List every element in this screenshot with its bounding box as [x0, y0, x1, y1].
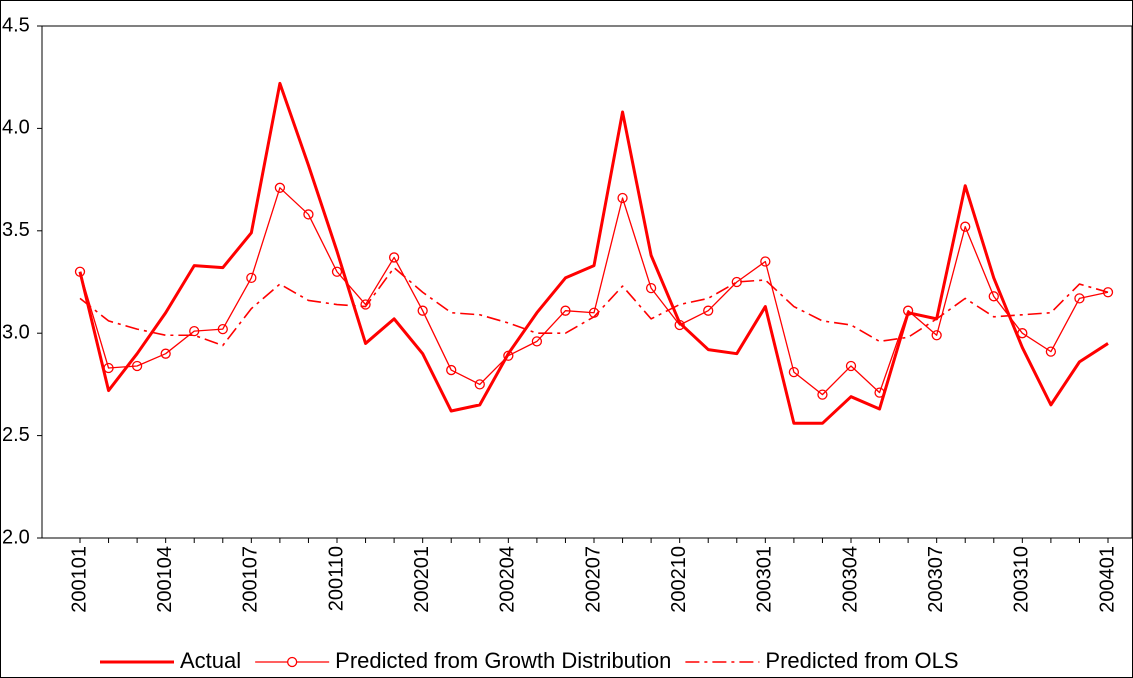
series-marker	[274, 182, 286, 193]
series-marker	[703, 305, 714, 316]
legend-label: Predicted from OLS	[765, 648, 958, 673]
legend-item: Predicted from Growth Distribution	[255, 648, 671, 673]
x-tick-label: 200307	[925, 546, 947, 613]
series-marker	[217, 323, 228, 335]
x-tick-label: 200104	[154, 546, 176, 613]
series-marker	[360, 299, 371, 310]
legend-marker	[287, 656, 298, 668]
series-marker	[103, 362, 114, 374]
series-marker	[788, 366, 800, 378]
series-marker	[246, 272, 257, 284]
series-marker	[817, 389, 828, 400]
series-marker	[617, 192, 628, 204]
series-marker	[1045, 346, 1057, 357]
x-tick-label: 200107	[240, 546, 262, 613]
series-marker	[303, 209, 314, 220]
y-tick-label: 2.5	[2, 424, 30, 446]
series-marker	[503, 350, 514, 361]
y-tick-label: 4.0	[2, 117, 30, 139]
series-marker	[874, 387, 885, 398]
series-marker	[645, 282, 657, 294]
series-marker	[331, 266, 343, 277]
y-tick-label: 2.0	[2, 526, 30, 548]
series-marker	[931, 330, 942, 341]
y-tick-label: 4.5	[2, 14, 30, 36]
series-line	[79, 187, 1109, 396]
x-tick-label: 200310	[1011, 546, 1033, 613]
series-marker	[388, 252, 400, 263]
series-marker	[531, 336, 543, 347]
legend-label: Actual	[180, 648, 241, 673]
series-marker	[674, 319, 685, 331]
x-tick-label: 200201	[411, 546, 433, 613]
x-tick-label: 200304	[839, 546, 861, 613]
series-marker	[446, 364, 457, 376]
series-marker	[131, 360, 143, 372]
series-marker	[960, 221, 971, 232]
y-tick-label: 3.0	[2, 321, 30, 343]
series-marker	[845, 360, 857, 372]
x-tick-label: 200301	[754, 546, 776, 613]
legend-item: Predicted from OLS	[685, 648, 959, 673]
series-marker	[760, 256, 771, 267]
x-tick-label: 200401	[1096, 546, 1118, 613]
legend-label: Predicted from Growth Distribution	[335, 648, 671, 673]
x-tick-label: 200101	[68, 546, 90, 613]
series-marker	[560, 305, 571, 316]
x-tick-label: 200210	[668, 546, 690, 613]
legend-item: Actual	[100, 648, 241, 673]
y-tick-label: 3.5	[2, 219, 30, 241]
series-marker	[160, 348, 171, 359]
x-tick-label: 200207	[582, 546, 604, 613]
series-marker	[1017, 328, 1028, 339]
series-marker	[988, 291, 999, 302]
series-marker	[189, 326, 200, 337]
series-marker	[1074, 293, 1085, 304]
series-marker	[74, 266, 86, 277]
series-marker	[417, 305, 428, 316]
series-marker	[474, 379, 485, 390]
series-marker	[902, 305, 914, 316]
x-tick-label: 200204	[497, 546, 519, 613]
series-marker	[1102, 287, 1114, 298]
plot-area	[41, 25, 1133, 539]
x-tick-label: 200110	[325, 546, 347, 611]
series-line	[79, 266, 1109, 347]
